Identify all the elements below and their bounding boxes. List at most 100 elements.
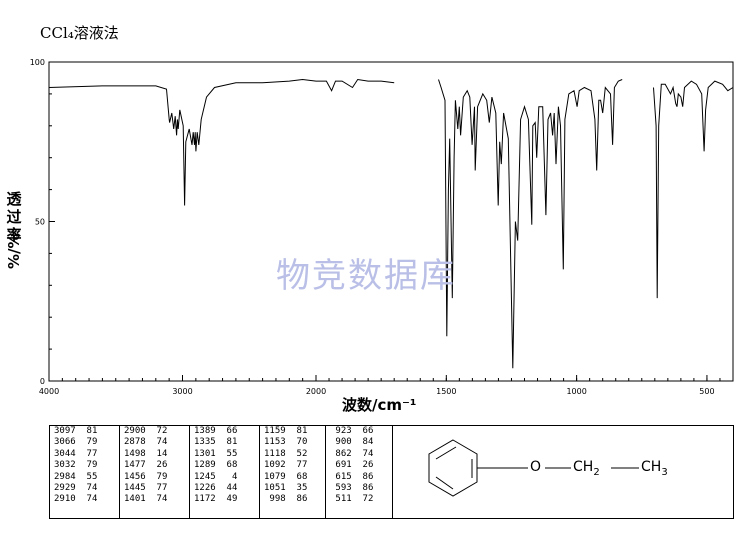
peak-transmittance: 79 <box>75 437 98 448</box>
peak-wavenumber: 900 <box>330 437 352 448</box>
peak-wavenumber: 1159 <box>264 426 286 436</box>
peak-row: 3066 79 <box>50 437 119 448</box>
ch2-label: CH2 <box>573 459 600 478</box>
y-axis-label-text: 透过率 %/% <box>5 190 23 269</box>
peak-row: 1153 70 <box>260 437 325 448</box>
peak-wavenumber: 1498 <box>124 448 146 459</box>
peak-row: 862 74 <box>326 449 391 460</box>
peak-wavenumber: 1153 <box>264 437 286 448</box>
peak-transmittance: 68 <box>215 460 238 471</box>
phenetole-structure <box>428 439 639 497</box>
peak-row: 2900 72 <box>120 426 189 437</box>
peak-row: 615 86 <box>326 472 391 483</box>
peak-row: 1079 68 <box>260 472 325 483</box>
peak-transmittance: 77 <box>75 448 98 459</box>
peak-row: 998 86 <box>260 494 325 505</box>
peak-row: 1456 79 <box>120 472 189 483</box>
peak-wavenumber: 1445 <box>124 482 146 493</box>
y-axis-label: 透过率 %/% <box>2 190 26 269</box>
ring-double-bond-1 <box>435 446 457 460</box>
peak-transmittance: 74 <box>145 494 168 505</box>
peak-row: 1445 77 <box>120 483 189 494</box>
y-tick-label: 50 <box>35 218 45 227</box>
peak-wavenumber: 3097 <box>54 426 76 436</box>
ring-double-bond-3 <box>435 476 454 490</box>
peak-wavenumber: 1051 <box>264 482 286 493</box>
peak-transmittance: 72 <box>145 426 168 436</box>
peak-transmittance: 74 <box>145 437 168 448</box>
peak-transmittance: 81 <box>75 426 98 436</box>
watermark: 物竞数据库 <box>276 256 456 296</box>
ir-spectrum-plot: 4000 3000 2000 1500 1000 500 0 50 100 <box>30 58 734 396</box>
peak-transmittance: 52 <box>285 448 308 459</box>
peak-wavenumber: 1092 <box>264 460 286 471</box>
chart-title: CCl₄溶液法 <box>40 24 119 42</box>
peak-transmittance: 79 <box>75 460 98 471</box>
peak-table-column: 1159 81 1153 70 1118 52 1092 77 1079 68 1051 … <box>260 426 326 518</box>
spectrum-segment-3 <box>653 80 734 299</box>
peak-table: 3097 81 3066 79 3044 77 3032 79 2984 55 2929 … <box>49 425 393 519</box>
peak-wavenumber: 1477 <box>124 460 146 471</box>
peak-row: 1389 66 <box>190 426 259 437</box>
peak-row: 1498 14 <box>120 449 189 460</box>
peak-transmittance: 74 <box>75 482 98 493</box>
peak-wavenumber: 923 <box>330 426 352 436</box>
peak-table-column: 3097 81 3066 79 3044 77 3032 79 2984 55 2929 … <box>50 426 120 518</box>
peak-row: 593 86 <box>326 483 391 494</box>
peak-transmittance: 68 <box>285 471 308 482</box>
peak-wavenumber: 1401 <box>124 494 146 505</box>
peak-transmittance: 79 <box>145 471 168 482</box>
peak-wavenumber: 1172 <box>194 494 216 505</box>
structure-box: O CH2 CH3 <box>391 425 734 519</box>
peak-transmittance: 55 <box>75 471 98 482</box>
peak-wavenumber: 1301 <box>194 448 216 459</box>
x-tick-label: 4000 <box>39 387 59 396</box>
peak-wavenumber: 691 <box>330 460 352 471</box>
peak-wavenumber: 1226 <box>194 482 216 493</box>
y-tick-label: 100 <box>30 58 45 67</box>
peak-transmittance: 74 <box>351 448 374 459</box>
peak-wavenumber: 1389 <box>194 426 216 436</box>
x-tick-label: 500 <box>699 387 714 396</box>
peak-row: 511 72 <box>326 494 391 505</box>
y-tick-label: 0 <box>40 377 45 386</box>
spectrum-segment-1 <box>48 78 395 206</box>
oxygen-label: O <box>530 459 542 475</box>
peak-transmittance: 86 <box>351 482 374 493</box>
peak-row: 2929 74 <box>50 483 119 494</box>
peak-row: 900 84 <box>326 437 391 448</box>
x-tick-label: 1000 <box>566 387 586 396</box>
peak-transmittance: 81 <box>285 426 308 436</box>
peak-transmittance: 26 <box>145 460 168 471</box>
peak-wavenumber: 1118 <box>264 448 286 459</box>
spectrum-segment-2 <box>438 79 623 369</box>
peak-row: 2910 74 <box>50 494 119 505</box>
peak-transmittance: 70 <box>285 437 308 448</box>
peak-transmittance: 4 <box>215 471 238 482</box>
peak-row: 1289 68 <box>190 460 259 471</box>
peak-row: 3044 77 <box>50 449 119 460</box>
x-tick-label: 2000 <box>306 387 326 396</box>
peak-row: 1051 35 <box>260 483 325 494</box>
peak-row: 1245 4 <box>190 472 259 483</box>
peak-transmittance: 74 <box>75 494 98 505</box>
peak-transmittance: 86 <box>285 494 308 505</box>
peak-transmittance: 84 <box>351 437 374 448</box>
peak-transmittance: 26 <box>351 460 374 471</box>
peak-wavenumber: 593 <box>330 482 352 493</box>
peak-transmittance: 66 <box>351 426 374 436</box>
plot-frame <box>48 61 734 382</box>
peak-row: 1301 55 <box>190 449 259 460</box>
peak-wavenumber: 511 <box>330 494 352 505</box>
peak-row: 2878 74 <box>120 437 189 448</box>
peak-row: 1118 52 <box>260 449 325 460</box>
peak-row: 1159 81 <box>260 426 325 437</box>
peak-wavenumber: 1079 <box>264 471 286 482</box>
peak-wavenumber: 3032 <box>54 460 76 471</box>
peak-wavenumber: 1289 <box>194 460 216 471</box>
peak-row: 3097 81 <box>50 426 119 437</box>
peak-transmittance: 35 <box>285 482 308 493</box>
peak-transmittance: 77 <box>145 482 168 493</box>
peak-row: 1092 77 <box>260 460 325 471</box>
peak-wavenumber: 3044 <box>54 448 76 459</box>
